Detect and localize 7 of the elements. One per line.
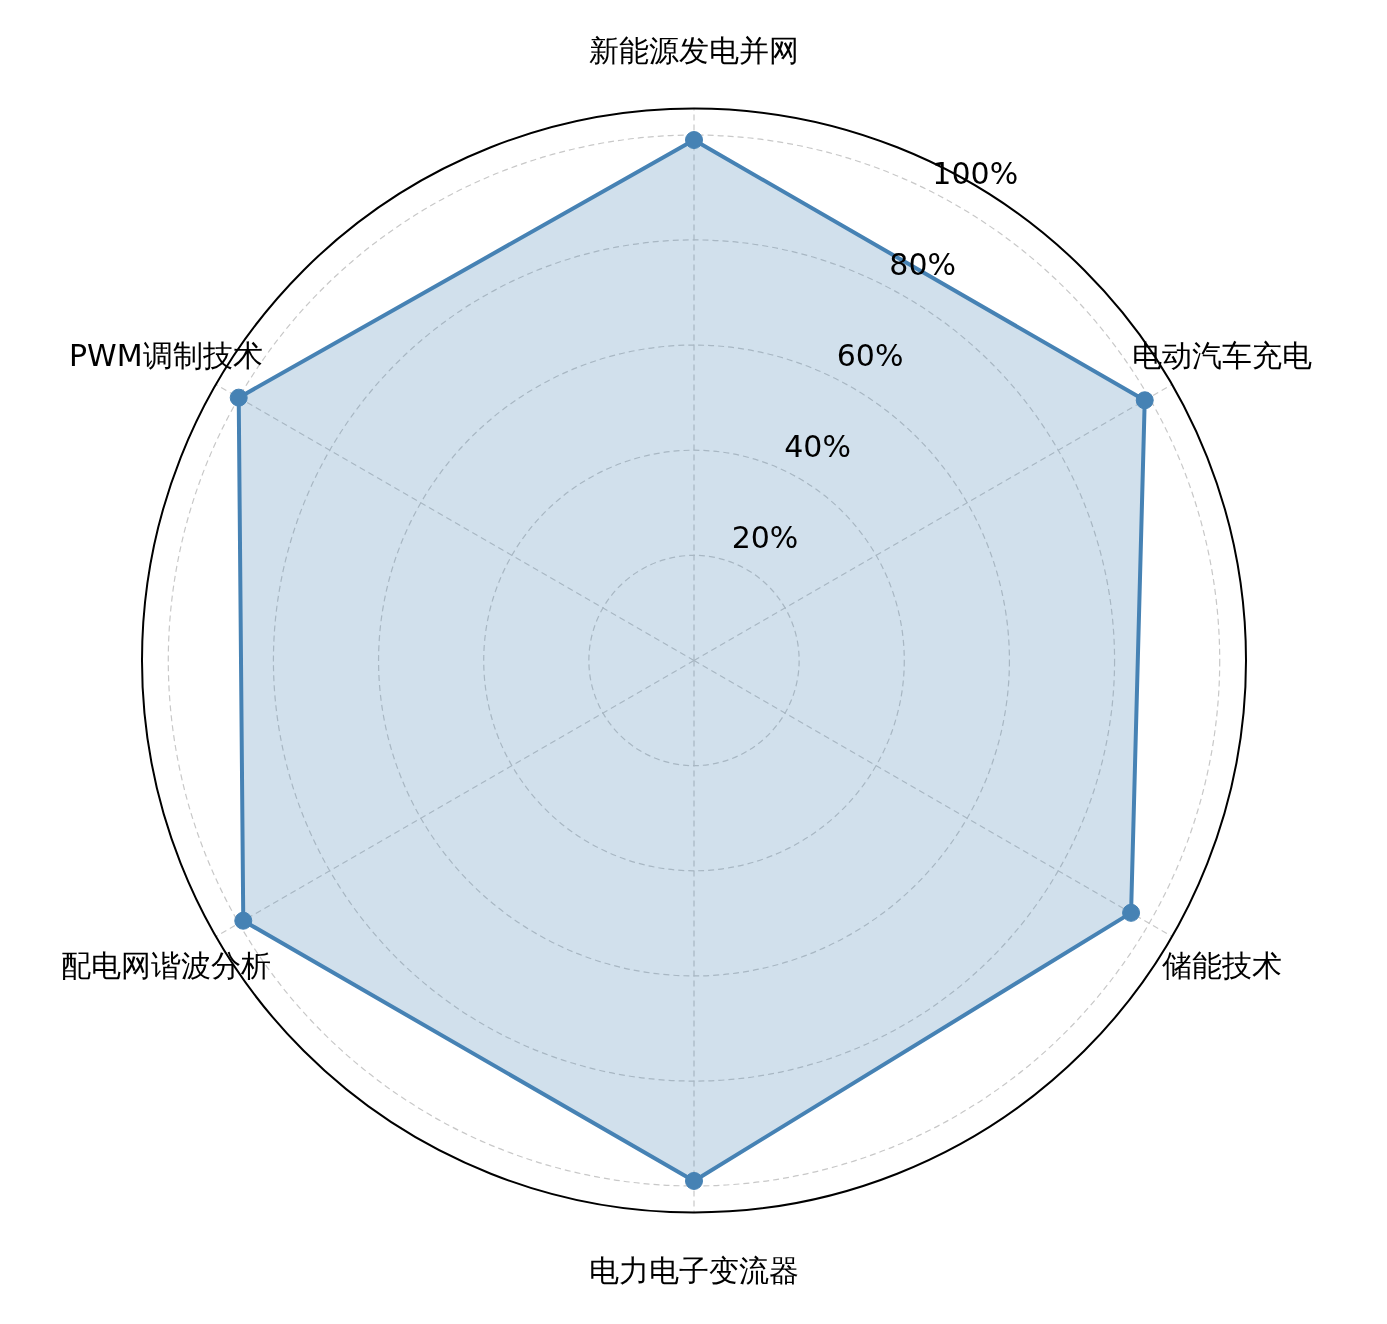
spoke-label: 储能技术 [1162,947,1283,983]
y-tick-label: 20% [731,520,799,556]
y-tick-label: 40% [784,429,851,465]
spoke-label: PWM调制技术 [68,338,263,374]
y-tick-label: 60% [836,337,904,373]
spoke-label: 新能源发电并网 [589,33,799,69]
spoke-label: 电力电子变流器 [589,1252,799,1288]
